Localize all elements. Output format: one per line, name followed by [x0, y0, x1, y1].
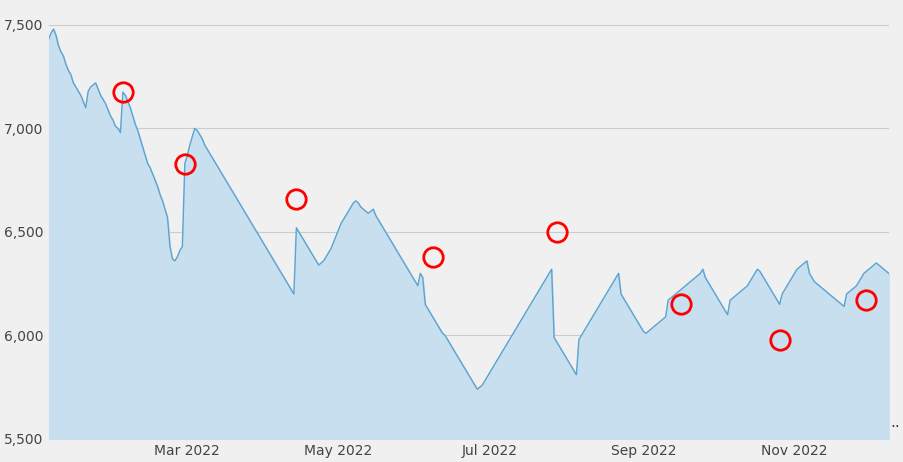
Text: ..: ..	[889, 415, 899, 430]
